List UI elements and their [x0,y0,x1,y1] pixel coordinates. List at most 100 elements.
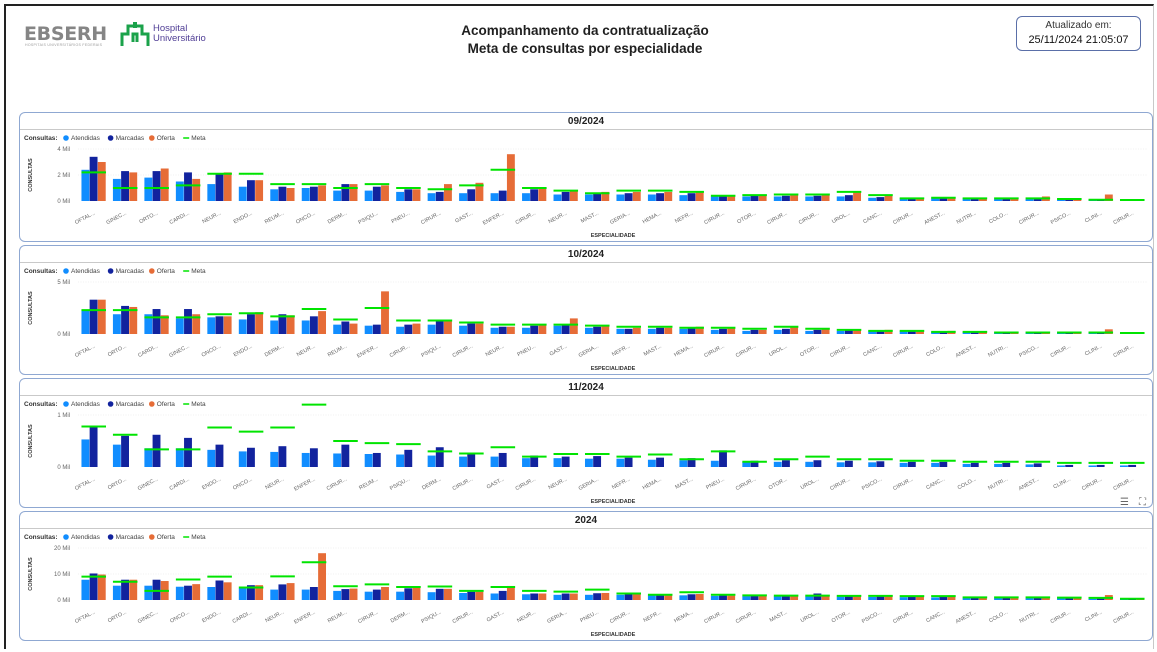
x-tick-label: GAST... [454,210,474,224]
x-tick-label: GINEC... [168,343,191,359]
bar-oferta [853,192,862,201]
category-group: HEMA... [673,326,704,358]
x-tick-label: COLO... [988,210,1009,225]
focus-mode-icon[interactable]: ⛶ [1139,497,1146,508]
bar-atendidas [899,198,908,201]
bar-marcadas [876,197,885,201]
category-group: NUTRI... [987,460,1019,492]
y-axis-label: CONSULTAS [28,557,34,591]
bar-oferta [790,195,799,201]
x-tick-label: ENDO... [233,343,254,358]
bar-marcadas [341,184,350,201]
x-tick-label: CIRUR... [892,343,915,359]
legend-label-marcadas: Marcadas [116,401,145,408]
category-group: CIRUR... [703,326,736,359]
bar-atendidas [522,594,530,600]
x-tick-label: CIRUR... [1018,210,1041,226]
bar-atendidas [207,587,216,600]
bar-marcadas [561,456,570,467]
bar-marcadas [89,299,98,334]
bar-atendidas [899,462,908,467]
legend-marker-atendidas [63,401,69,407]
x-tick-label: GERIA... [578,476,600,492]
category-group: COLO... [988,197,1019,225]
bar-atendidas [647,328,656,334]
legend-title: Consultas: [24,534,58,541]
legend-label-meta: Meta [191,401,206,408]
category-group: CIRUR... [1113,597,1145,625]
x-tick-label: OTOR... [799,343,820,358]
bar-atendidas [144,314,153,334]
category-group: ANEST... [955,596,988,625]
ebserh-logo: EBSERH HOSPITAIS UNIVERSITÁRIOS FEDERAIS… [24,20,209,50]
bar-marcadas [1096,464,1105,467]
bar-atendidas [994,597,1002,600]
x-tick-label: UROL... [831,210,852,225]
chart-panel-09-2024[interactable]: 09/2024 Consultas: Atendidas Marcadas Ofert… [19,112,1153,242]
bar-oferta [475,323,484,334]
bar-atendidas [647,194,656,201]
legend-title: Consultas: [24,135,58,142]
x-tick-label: CLINI... [1053,476,1073,490]
x-tick-label: CIRUR... [735,343,758,359]
x-tick-label: CIRUR... [829,343,852,359]
bar-marcadas [215,444,224,467]
bar-marcadas [467,323,476,334]
x-tick-label: PSICO... [861,609,883,625]
bar-marcadas [719,595,727,600]
x-tick-label: ANEST... [955,343,978,359]
category-group: CANC... [925,595,956,624]
legend-label-oferta: Oferta [157,135,175,142]
chart-panel-10-2024[interactable]: 10/2024 Consultas: Atendidas Marcadas Ofert… [19,245,1153,375]
bar-atendidas [836,196,845,201]
category-group: CANC... [862,194,893,225]
bar-marcadas [404,449,413,467]
bar-atendidas [962,331,971,334]
category-group: PSIQU... [420,319,453,359]
bar-marcadas [876,596,885,600]
bar-oferta [349,184,358,201]
x-tick-label: CIRUR... [326,476,349,492]
bar-oferta [255,180,264,201]
x-tick-label: CIRUR... [389,343,412,359]
bar-oferta [916,330,924,334]
bar-atendidas [931,331,940,334]
x-tick-label: NEUR... [264,476,285,491]
x-tick-label: GAST... [486,609,506,623]
category-group: OTOR... [799,327,830,358]
x-tick-label: CIRUR... [892,210,915,226]
bar-marcadas [467,591,476,600]
bar-atendidas [522,193,530,201]
category-group: ENDO... [201,575,232,624]
bar-marcadas [530,455,539,467]
y-axis-label: CONSULTAS [28,424,34,458]
category-group: COLO... [957,460,988,491]
chart-panel-11-2024[interactable]: 11/2024 Consultas: Atendidas Marcadas Ofert… [19,378,1153,508]
x-tick-label: CIRUR... [735,609,758,625]
bar-atendidas [333,453,342,467]
bar-atendidas [207,184,216,201]
category-group: MAST... [643,325,673,358]
category-group: ENDO... [233,312,264,358]
bar-atendidas [144,448,153,467]
bar-atendidas [868,197,877,201]
category-group: CIRUR... [389,319,421,359]
category-group: NUTRI... [956,197,988,226]
bar-marcadas [246,314,255,334]
x-tick-label: NEUR... [296,343,317,358]
legend-marker-marcadas [107,135,114,141]
category-group: CIRUR... [735,327,767,359]
x-tick-label: PNEU... [391,210,412,225]
bar-atendidas [364,591,373,600]
category-group: OFTAL... [74,299,107,359]
bar-oferta [790,326,799,334]
chart-panel-2024[interactable]: 2024 Consultas: Atendidas Marcadas Oferta Me… [19,511,1153,641]
x-tick-label: PNEU... [516,343,537,358]
bar-atendidas [584,594,593,600]
x-tick-label: CIRUR... [766,210,789,226]
chart-legend: Consultas: Atendidas Marcadas Oferta Meta [24,135,206,142]
y-axis-label: CONSULTAS [28,291,34,325]
bar-atendidas [710,196,719,201]
filter-icon[interactable]: ☰ [1120,497,1129,508]
category-group: CIRUR... [892,197,925,226]
